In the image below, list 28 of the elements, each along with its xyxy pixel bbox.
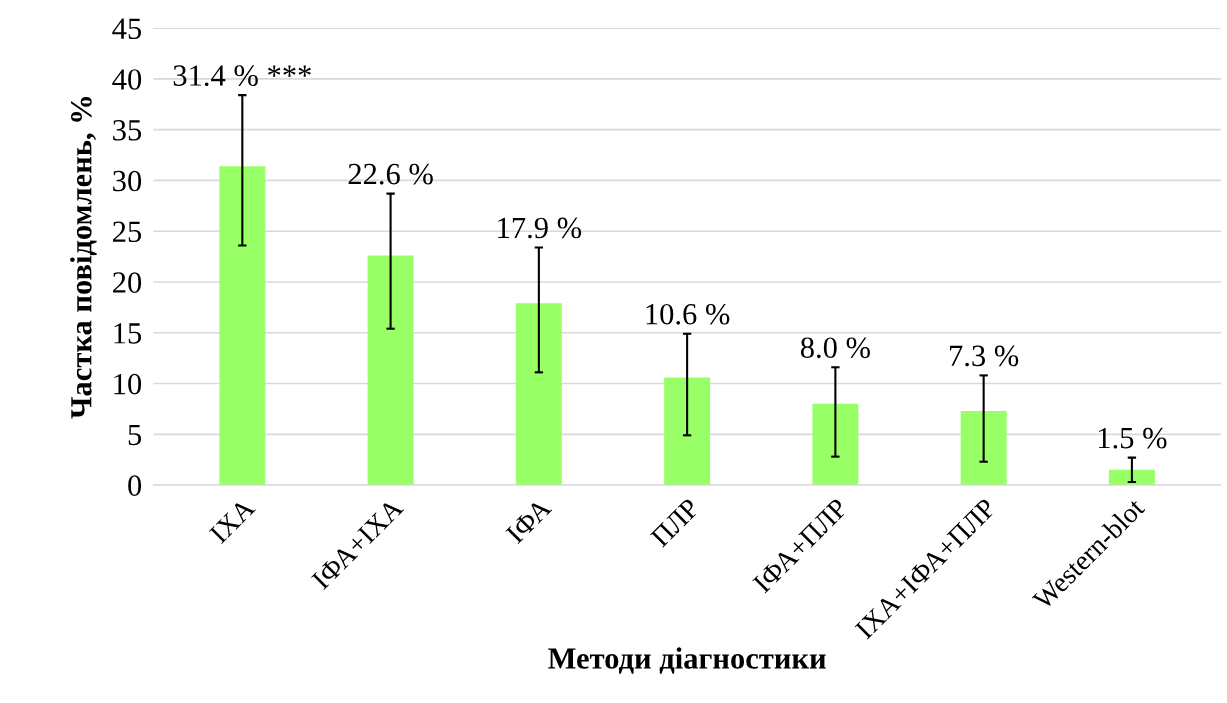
bar xyxy=(367,255,414,486)
y-tick-label: 5 xyxy=(128,424,142,446)
x-tick-label: ІХА xyxy=(208,496,256,545)
y-tick-label: 15 xyxy=(114,323,142,344)
x-axis-title: Методи діагностики xyxy=(548,647,826,674)
data-label: 31.4 % *** xyxy=(173,65,311,87)
data-label: 1.5 % xyxy=(1098,427,1167,449)
data-label: 7.3 % xyxy=(950,345,1019,367)
bar xyxy=(664,377,711,486)
data-label: 17.9 % xyxy=(498,217,582,239)
data-label: 8.0 % xyxy=(800,337,870,359)
bar xyxy=(1108,469,1155,486)
y-tick-label: 10 xyxy=(114,373,142,395)
y-tick-label: 45 xyxy=(112,18,142,40)
data-label: 10.6 % xyxy=(646,303,730,325)
y-tick-label: 0 xyxy=(128,475,142,496)
y-tick-label: 40 xyxy=(112,69,142,90)
x-tick-label: ІФА xyxy=(505,496,553,545)
bar xyxy=(960,410,1007,486)
y-tick-label: 25 xyxy=(113,221,142,243)
bar xyxy=(515,303,562,486)
data-label: 22.6 % xyxy=(348,163,433,185)
y-tick-label: 30 xyxy=(113,170,142,192)
y-tick-label: 35 xyxy=(113,120,142,141)
bar xyxy=(812,403,859,486)
y-axis-title: Частка повідомлень, % xyxy=(70,97,97,419)
bar xyxy=(219,166,266,486)
y-tick-label: 20 xyxy=(113,272,142,293)
